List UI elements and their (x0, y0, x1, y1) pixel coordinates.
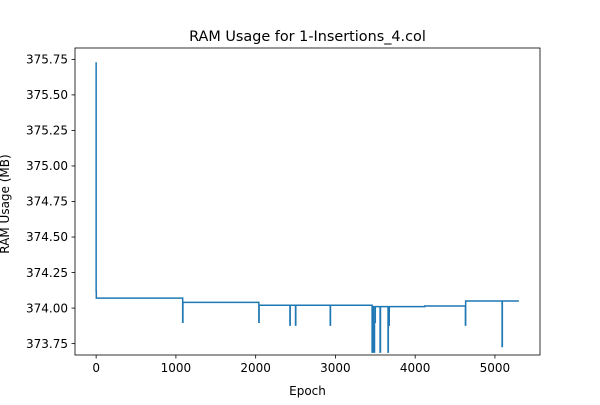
y-tick-label: 375.00 (26, 159, 68, 173)
y-tick-label: 374.25 (26, 266, 68, 280)
x-axis-label: Epoch (289, 384, 326, 398)
y-tick-label: 375.75 (26, 53, 68, 67)
x-tick-label: 3000 (320, 361, 351, 375)
x-tick-label: 4000 (400, 361, 431, 375)
y-tick-label: 374.50 (26, 230, 68, 244)
series-line-0 (95, 62, 519, 353)
x-tick-label: 2000 (240, 361, 271, 375)
plot-frame (74, 47, 541, 356)
y-tick-label: 373.75 (26, 337, 68, 351)
chart-title: RAM Usage for 1-Insertions_4.col (189, 29, 426, 45)
x-tick-label: 5000 (480, 361, 511, 375)
y-tick-label: 374.75 (26, 195, 68, 209)
x-tick-label: 0 (92, 361, 100, 375)
y-axis-label: RAM Usage (MB) (0, 154, 12, 253)
x-axis-ticks: 0 1000 2000 3000 4000 5000 (92, 355, 510, 375)
x-tick-label: 1000 (161, 361, 192, 375)
y-axis-ticks: 373.75 374.00 374.25 374.50 374.75 375.00 375.… (26, 53, 75, 351)
y-tick-label: 374.00 (26, 301, 68, 315)
plot-area (74, 47, 541, 356)
y-tick-label: 375.25 (26, 124, 68, 138)
y-tick-label: 375.50 (26, 88, 68, 102)
